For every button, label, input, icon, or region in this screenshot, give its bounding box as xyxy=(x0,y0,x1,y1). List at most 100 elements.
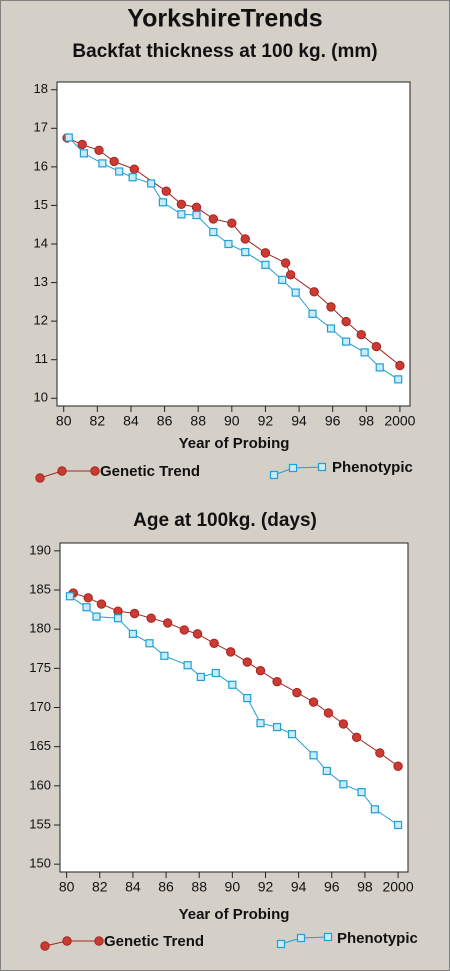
marker xyxy=(129,608,140,619)
marker xyxy=(280,258,291,268)
marker xyxy=(272,722,282,732)
marker xyxy=(92,612,101,621)
legend-label: Phenotypic xyxy=(337,930,418,947)
marker xyxy=(128,173,137,182)
y-tick-label: 180 xyxy=(29,621,51,636)
marker xyxy=(260,248,271,258)
x-tick-label: 90 xyxy=(225,879,241,895)
y-tick-label: 16 xyxy=(34,158,48,173)
marker xyxy=(77,139,87,150)
x-tick-label: 90 xyxy=(224,413,240,429)
marker xyxy=(79,149,88,158)
marker xyxy=(261,260,270,269)
marker xyxy=(192,210,201,220)
marker xyxy=(292,687,302,698)
x-tick-label: 80 xyxy=(56,413,72,429)
y-tick-label: 155 xyxy=(29,816,51,831)
legend-marker xyxy=(57,466,67,476)
chart-title: Age at 100kg. (days) xyxy=(133,510,317,531)
marker xyxy=(308,697,319,707)
marker xyxy=(338,719,349,729)
x-tick-label: 2000 xyxy=(384,413,415,429)
legend-marker xyxy=(269,470,279,480)
x-tick-label: 82 xyxy=(92,879,108,895)
x-tick-label: 98 xyxy=(357,879,373,895)
marker xyxy=(82,603,91,612)
page-title: YorkshireTrends xyxy=(127,5,322,33)
marker xyxy=(256,719,265,728)
y-tick-label: 10 xyxy=(34,390,48,405)
marker xyxy=(83,593,93,603)
marker xyxy=(147,179,156,188)
marker xyxy=(228,680,237,689)
x-tick-label: 92 xyxy=(258,413,274,429)
y-tick-label: 15 xyxy=(34,197,48,212)
marker xyxy=(113,606,123,616)
marker xyxy=(342,337,351,346)
marker xyxy=(177,210,186,219)
plot-area xyxy=(56,81,411,407)
marker xyxy=(225,647,236,657)
marker xyxy=(241,248,250,257)
legend-label: Phenotypic xyxy=(332,459,413,476)
marker xyxy=(96,599,107,609)
marker xyxy=(341,316,351,327)
chart-title: Backfat thickness at 100 kg. (mm) xyxy=(72,41,377,62)
marker xyxy=(243,693,252,703)
legend-marker xyxy=(323,932,333,942)
x-tick-label: 94 xyxy=(291,879,307,895)
y-tick-label: 12 xyxy=(34,313,48,328)
marker xyxy=(309,751,318,760)
x-tick-label: 84 xyxy=(123,413,139,429)
marker xyxy=(375,748,385,758)
marker xyxy=(278,275,287,284)
marker xyxy=(339,780,348,789)
marker xyxy=(255,665,266,676)
x-tick-label: 96 xyxy=(325,413,341,429)
marker xyxy=(227,218,237,228)
marker xyxy=(191,202,202,213)
x-tick-label: 88 xyxy=(191,879,207,895)
marker xyxy=(158,198,167,207)
marker xyxy=(285,270,296,280)
marker xyxy=(94,145,104,155)
marker xyxy=(209,638,219,648)
x-tick-label: 84 xyxy=(125,879,141,895)
y-tick-label: 14 xyxy=(34,235,48,250)
marker xyxy=(356,329,366,340)
marker xyxy=(395,360,405,371)
marker xyxy=(323,708,334,718)
marker xyxy=(360,348,369,357)
x-axis-label: Year of Probing xyxy=(179,906,290,923)
marker xyxy=(179,625,189,635)
x-tick-label: 86 xyxy=(157,413,173,429)
marker xyxy=(115,167,124,176)
y-tick-label: 160 xyxy=(29,777,51,792)
legend-marker xyxy=(90,466,100,476)
marker xyxy=(64,133,73,142)
y-tick-label: 18 xyxy=(34,81,48,96)
marker xyxy=(287,730,297,739)
x-tick-label: 98 xyxy=(359,413,375,429)
legend-marker xyxy=(94,936,104,946)
x-tick-label: 88 xyxy=(190,413,206,429)
marker xyxy=(211,668,220,678)
marker xyxy=(145,639,154,648)
legend-label: Genetic Trend xyxy=(100,463,200,480)
marker xyxy=(209,227,218,237)
marker xyxy=(393,761,403,771)
y-tick-label: 11 xyxy=(35,351,49,366)
marker xyxy=(357,787,366,797)
x-tick-label: 2000 xyxy=(382,879,413,895)
y-tick-label: 17 xyxy=(34,120,48,135)
marker xyxy=(65,592,75,601)
marker xyxy=(129,164,140,174)
y-tick-label: 190 xyxy=(29,542,51,557)
marker xyxy=(291,288,300,297)
marker xyxy=(326,302,336,312)
legend-marker xyxy=(288,463,298,473)
marker xyxy=(326,324,336,333)
marker xyxy=(351,732,362,742)
